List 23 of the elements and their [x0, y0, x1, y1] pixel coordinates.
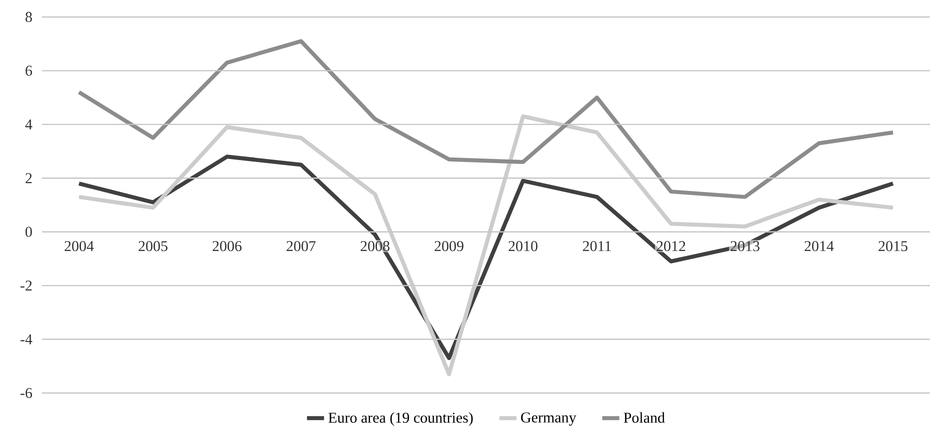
legend-label: Germany [521, 412, 576, 426]
x-tick-label: 2009 [434, 241, 464, 252]
x-tick-label: 2008 [360, 241, 390, 252]
y-tick-label: 2 [26, 173, 32, 184]
line-series [77, 39, 895, 199]
legend-label: Euro area (19 countries) [328, 412, 473, 426]
y-tick-label: -4 [20, 334, 32, 344]
x-tick-label: 2014 [804, 241, 834, 252]
x-tick-label: 2006 [212, 241, 242, 252]
y-tick-label: -2 [20, 280, 32, 291]
x-tick-label: 2004 [64, 241, 94, 252]
x-tick-label: 2010 [508, 241, 538, 252]
y-tick-label: -6 [20, 388, 32, 398]
x-tick-label: 2015 [878, 241, 908, 252]
y-tick-label: 8 [26, 12, 32, 22]
x-tick-label: 2005 [138, 241, 168, 252]
legend-label: Poland [624, 412, 665, 423]
y-tick-label: 4 [25, 119, 32, 130]
y-tick-label: 6 [26, 66, 32, 76]
x-tick-label: 2007 [286, 241, 316, 252]
y-tick-label: 0 [26, 226, 32, 237]
x-tick-label: 2011 [582, 241, 611, 252]
x-tick-label: 2012 [656, 241, 686, 252]
